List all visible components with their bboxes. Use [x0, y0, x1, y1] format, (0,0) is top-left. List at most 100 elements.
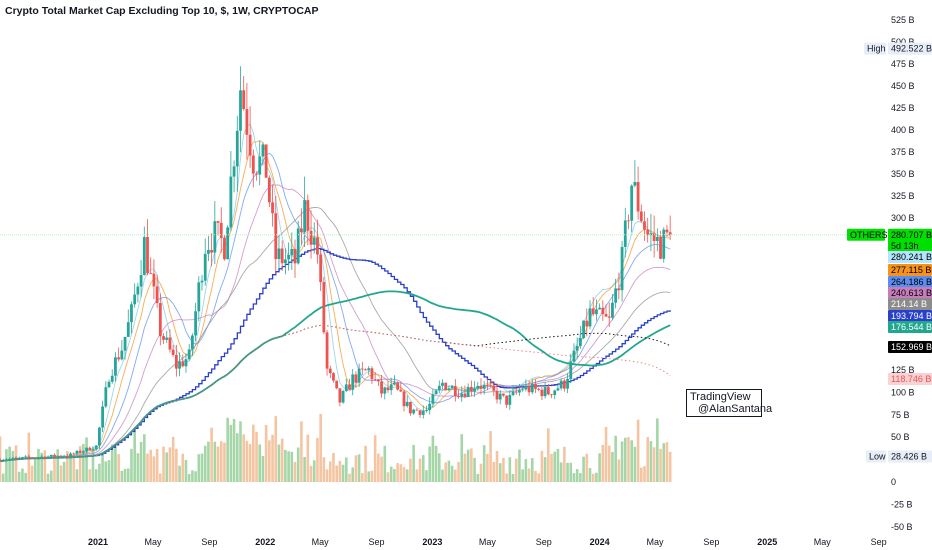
volume-bar: [239, 421, 242, 482]
high-value-bg: [888, 42, 932, 55]
volume-bar: [543, 457, 547, 482]
volume-bar: [223, 442, 226, 482]
candle-body: [518, 390, 521, 393]
candle-body: [399, 389, 403, 392]
candle-body: [213, 221, 217, 253]
candle-body: [502, 393, 505, 396]
volume-bar: [312, 460, 316, 482]
volume-bar: [187, 473, 191, 482]
y-tick-label: -50 B: [891, 522, 913, 532]
candle-body: [210, 249, 214, 253]
volume-bar: [117, 454, 120, 482]
volume-bar: [354, 455, 358, 482]
candle-body: [62, 456, 66, 457]
volume-bar: [24, 472, 27, 482]
volume-bar: [1, 473, 5, 482]
candle-body: [441, 382, 444, 386]
candle-body: [514, 391, 518, 393]
volume-bar: [110, 444, 114, 482]
countdown: 5d 13h: [891, 241, 919, 251]
volume-bar: [322, 457, 326, 482]
volume-bar: [88, 469, 92, 482]
candle-body: [383, 387, 387, 394]
candle-body: [290, 248, 294, 255]
volume-bar: [85, 437, 88, 482]
candle-body: [495, 390, 499, 400]
volume-bar: [328, 461, 332, 482]
volume-bar: [101, 453, 104, 482]
x-tick-label: 2024: [590, 537, 610, 547]
volume-bar: [345, 457, 348, 482]
y-tick-label: 375 B: [891, 147, 915, 157]
candle-body: [267, 177, 271, 203]
y-tick-label: 525 B: [891, 15, 915, 25]
ma-value-9: 118.746 B: [891, 374, 931, 384]
volume-bar: [623, 437, 627, 482]
candle-body: [184, 359, 188, 367]
volume-bar: [361, 473, 364, 482]
volume-bar: [171, 436, 175, 482]
volume-bar: [402, 467, 406, 482]
candle-body: [306, 200, 310, 231]
volume-bar: [659, 448, 662, 482]
volume-bar: [630, 440, 633, 482]
volume-bar: [418, 458, 422, 482]
candle-body: [498, 393, 502, 400]
candle-body: [348, 384, 351, 390]
volume-bar: [258, 444, 262, 482]
volume-bar: [11, 450, 15, 482]
volume-bar: [210, 427, 213, 482]
x-axis[interactable]: 2021 May Sep 2022 May Sep 2023 May Sep 2024 May Sep…: [88, 537, 887, 547]
volume-bar: [665, 442, 669, 482]
volume-bar: [604, 426, 608, 482]
volume-bar: [652, 447, 656, 482]
candle-body: [466, 386, 470, 397]
candle-body: [203, 253, 207, 281]
volume-bar: [454, 469, 457, 482]
ma-value-1: 280.241 B: [891, 252, 932, 262]
candle-body: [139, 275, 143, 287]
volume-bar: [94, 469, 98, 482]
volume-bar: [98, 463, 101, 482]
y-tick-label: 125 B: [891, 365, 915, 375]
volume-bar: [380, 456, 383, 482]
y-tick-label: 425 B: [891, 103, 915, 113]
x-tick-label: Sep: [703, 537, 719, 547]
volume-bar: [460, 434, 464, 482]
volume-bar: [139, 441, 143, 482]
candle-body: [78, 450, 82, 453]
chart-title: Crypto Total Market Cap Excluding Top 10…: [5, 5, 319, 17]
candle-body: [415, 409, 419, 411]
ma-value-3-bg: [888, 276, 932, 288]
candle-body: [59, 455, 63, 457]
volume-bar: [62, 461, 66, 482]
volume-bar: [489, 431, 492, 482]
candle-body: [120, 350, 124, 360]
y-tick-label: 500 B: [891, 37, 915, 47]
volume-bar: [514, 458, 518, 482]
volume-bar: [476, 473, 480, 482]
candle-body: [572, 350, 576, 362]
x-tick-label: Sep: [201, 537, 217, 547]
volume-bar: [377, 453, 380, 482]
volume-bar: [178, 465, 181, 482]
candle-body: [479, 385, 483, 389]
candle-body: [101, 406, 105, 428]
candle-body: [370, 368, 374, 380]
candle-body: [33, 457, 37, 459]
volume-bar: [72, 455, 76, 482]
low-tag: Low: [869, 452, 886, 462]
candle-body: [107, 381, 111, 388]
candle-body: [559, 380, 563, 389]
ma-value-8-bg: [888, 341, 932, 353]
ma-line-2: [0, 140, 671, 462]
volume-bar: [505, 473, 508, 482]
volume-bar: [155, 449, 159, 482]
volume-bar: [107, 460, 111, 482]
volume-bar: [495, 450, 499, 482]
candle-body: [543, 387, 547, 397]
candle-body: [261, 144, 265, 157]
volume-bar: [620, 441, 624, 482]
volume-bar: [159, 473, 162, 482]
